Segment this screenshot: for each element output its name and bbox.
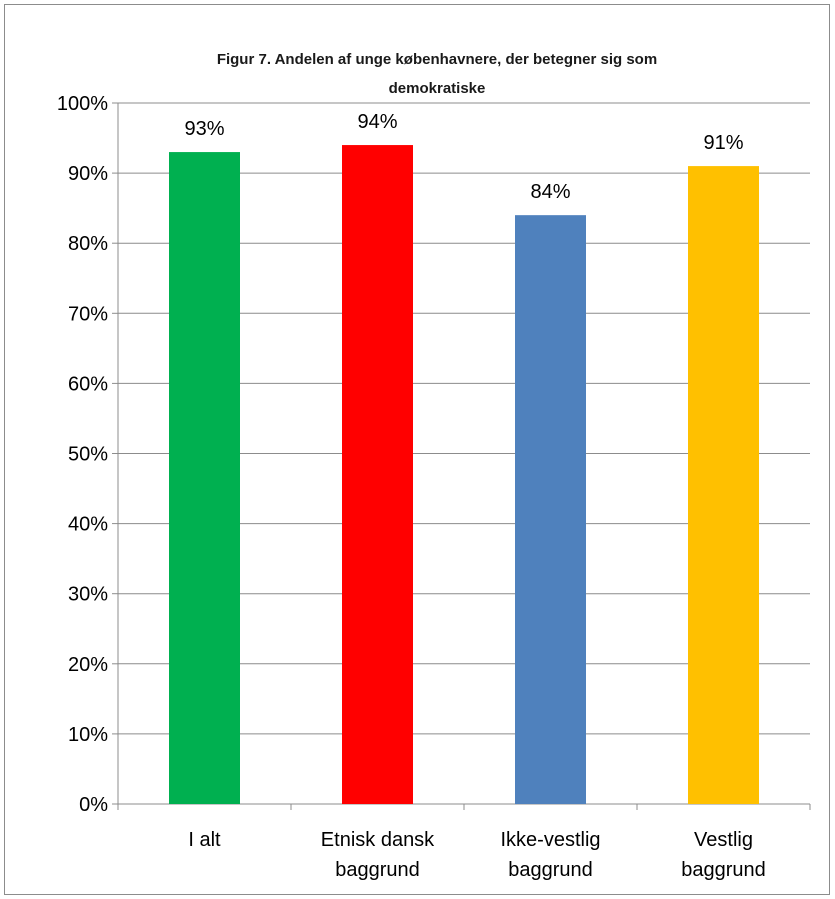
data-labels: 93% 94% 84% 91%: [184, 111, 743, 203]
chart-title: Figur 7. Andelen af unge københavnere, d…: [217, 51, 657, 97]
category-label: I alt: [188, 829, 221, 851]
y-tick-label: 0%: [79, 794, 108, 816]
category-label: baggrund: [335, 859, 420, 881]
y-tick-label: 60%: [68, 373, 108, 395]
data-label: 91%: [703, 132, 743, 154]
y-tick-label: 80%: [68, 233, 108, 255]
y-tick-label: 10%: [68, 724, 108, 746]
bars: [169, 145, 759, 805]
y-tick-label: 70%: [68, 303, 108, 325]
y-tick-label: 30%: [68, 584, 108, 606]
bar: [515, 215, 586, 804]
y-tick-label: 50%: [68, 444, 108, 466]
y-tick-label: 90%: [68, 163, 108, 185]
chart-title-line-1: Figur 7. Andelen af unge københavnere, d…: [217, 51, 657, 68]
bar: [169, 152, 240, 804]
bar: [688, 166, 759, 805]
data-label: 84%: [530, 181, 570, 203]
chart-title-line-2: demokratiske: [389, 80, 486, 97]
category-label: baggrund: [681, 859, 766, 881]
y-tick-label: 100%: [57, 93, 108, 115]
bar: [342, 145, 413, 804]
y-tick-label: 20%: [68, 654, 108, 676]
x-axis-category-labels: I alt Etnisk dansk baggrund Ikke-vestlig bag…: [188, 829, 765, 881]
data-label: 93%: [184, 118, 224, 140]
category-label: Etnisk dansk: [321, 829, 435, 851]
category-label: baggrund: [508, 859, 593, 881]
category-label: Vestlig: [694, 829, 753, 851]
y-tick-label: 40%: [68, 514, 108, 536]
data-label: 94%: [357, 111, 397, 133]
category-label: Ikke-vestlig: [500, 829, 600, 851]
y-axis-tick-labels: 0% 10% 20% 30% 40% 50% 60% 70% 80% 90% 100%: [57, 93, 108, 816]
